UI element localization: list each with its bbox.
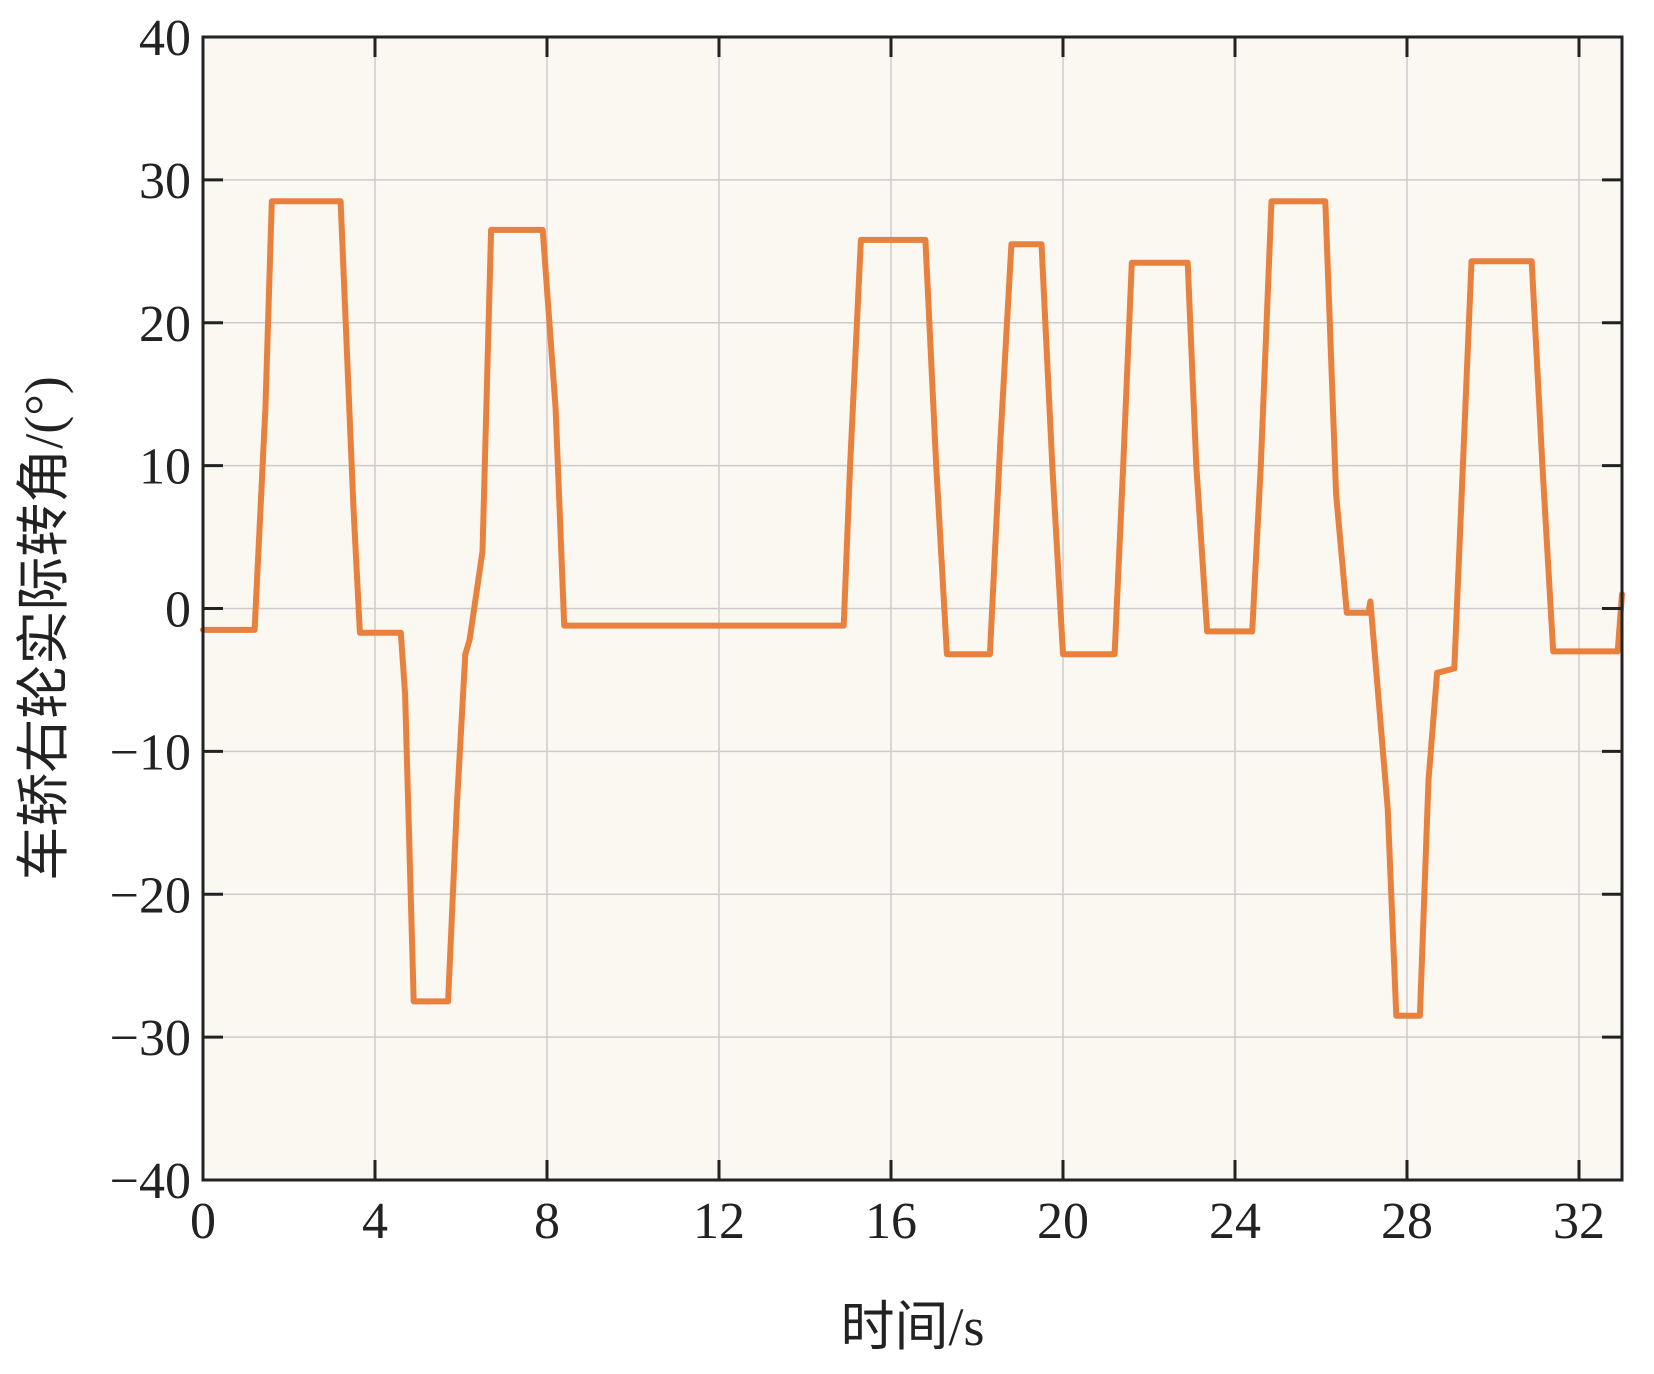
y-tick-label-7: 30: [139, 153, 191, 210]
x-tick-label-3: 12: [693, 1193, 745, 1250]
y-tick-label-6: 20: [139, 296, 191, 353]
tick-marks: [201, 35, 1622, 1182]
x-tick-label-8: 32: [1553, 1193, 1605, 1250]
x-tick-label-7: 28: [1381, 1193, 1433, 1250]
y-tick-label-2: −20: [110, 867, 191, 924]
x-axis-title: 时间/s: [840, 1297, 984, 1357]
x-tick-label-4: 16: [865, 1193, 917, 1250]
tick-labels: 0 4 8 12 16 20 24 28 32 −40 −30 −20 −10 0 10 20 30 40: [110, 10, 1605, 1250]
series-layer: [200, 198, 1625, 1019]
y-axis-title: 车轿右轮实际转角/(°): [14, 376, 74, 881]
x-tick-label-6: 24: [1209, 1193, 1261, 1250]
x-tick-label-0: 0: [190, 1193, 216, 1250]
x-tick-label-1: 4: [362, 1193, 388, 1250]
y-tick-label-1: −30: [110, 1010, 191, 1067]
series-line-0: [200, 198, 1625, 1019]
y-tick-label-0: −40: [110, 1153, 191, 1210]
y-tick-label-3: −10: [110, 724, 191, 781]
y-tick-label-8: 40: [139, 10, 191, 67]
x-tick-label-2: 8: [534, 1193, 560, 1250]
y-tick-label-4: 0: [165, 582, 191, 639]
x-tick-label-5: 20: [1037, 1193, 1089, 1250]
y-tick-label-5: 10: [139, 439, 191, 496]
